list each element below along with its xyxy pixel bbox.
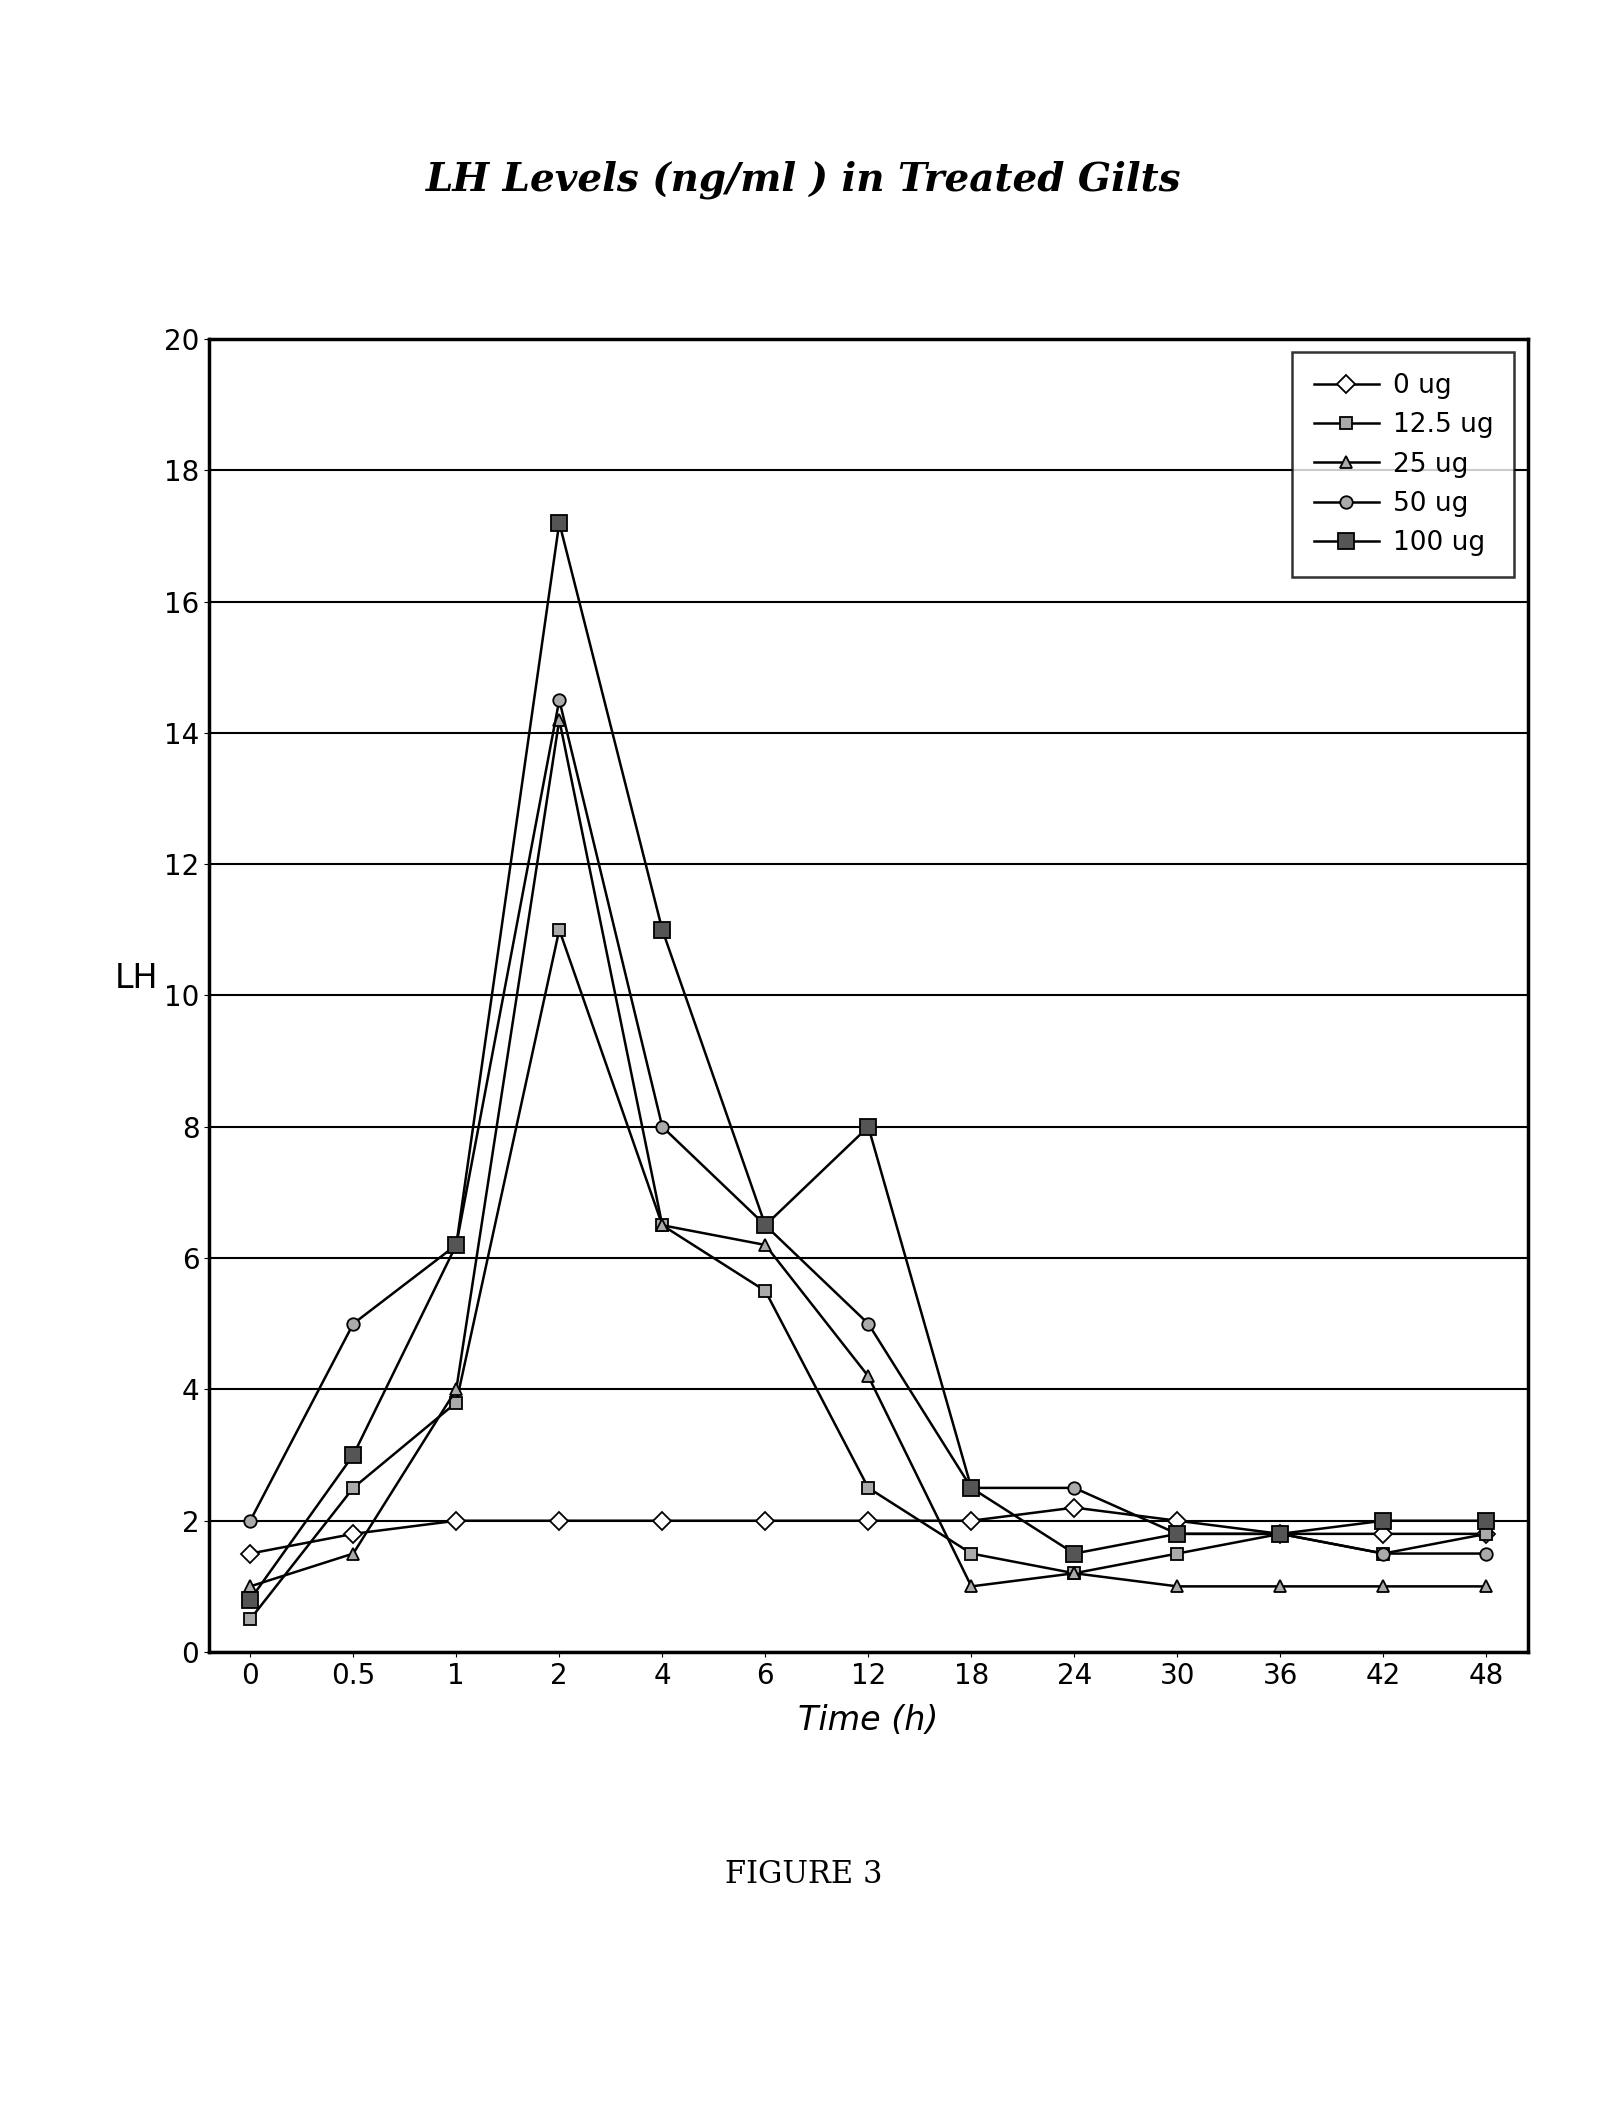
25 ug (1372, 1574, 1392, 1599)
12.5 ug (1167, 1542, 1186, 1567)
Text: FIGURE 3: FIGURE 3 (725, 1860, 882, 1889)
100 ug (652, 917, 672, 943)
50 ug (1167, 1521, 1186, 1546)
50 ug (1270, 1521, 1289, 1546)
12.5 ug (344, 1474, 363, 1500)
100 ug (241, 1586, 260, 1612)
12.5 ug (652, 1211, 672, 1237)
25 ug (1270, 1574, 1289, 1599)
Line: 0 ug: 0 ug (244, 1502, 1491, 1559)
0 ug (344, 1521, 363, 1546)
Line: 50 ug: 50 ug (244, 695, 1491, 1559)
50 ug (652, 1114, 672, 1139)
25 ug (1064, 1561, 1083, 1586)
Y-axis label: LH: LH (114, 962, 157, 995)
25 ug (961, 1574, 980, 1599)
100 ug (1064, 1542, 1083, 1567)
100 ug (1167, 1521, 1186, 1546)
50 ug (447, 1233, 466, 1258)
25 ug (241, 1574, 260, 1599)
50 ug (550, 686, 569, 712)
0 ug (1372, 1521, 1392, 1546)
50 ug (961, 1474, 980, 1500)
12.5 ug (961, 1542, 980, 1567)
Legend: 0 ug, 12.5 ug, 25 ug, 50 ug, 100 ug: 0 ug, 12.5 ug, 25 ug, 50 ug, 100 ug (1292, 352, 1514, 576)
25 ug (344, 1542, 363, 1567)
25 ug (1475, 1574, 1495, 1599)
12.5 ug (755, 1277, 775, 1303)
0 ug (961, 1508, 980, 1533)
0 ug (1064, 1495, 1083, 1521)
Line: 25 ug: 25 ug (244, 714, 1491, 1593)
100 ug (447, 1233, 466, 1258)
12.5 ug (1372, 1542, 1392, 1567)
100 ug (858, 1114, 877, 1139)
50 ug (858, 1311, 877, 1336)
50 ug (755, 1211, 775, 1237)
25 ug (1167, 1574, 1186, 1599)
Line: 100 ug: 100 ug (243, 515, 1493, 1608)
0 ug (1270, 1521, 1289, 1546)
12.5 ug (447, 1389, 466, 1415)
100 ug (344, 1442, 363, 1468)
50 ug (344, 1311, 363, 1336)
50 ug (1372, 1542, 1392, 1567)
0 ug (447, 1508, 466, 1533)
12.5 ug (1270, 1521, 1289, 1546)
0 ug (1475, 1521, 1495, 1546)
100 ug (1270, 1521, 1289, 1546)
100 ug (550, 510, 569, 536)
0 ug (652, 1508, 672, 1533)
0 ug (241, 1542, 260, 1567)
0 ug (755, 1508, 775, 1533)
12.5 ug (1475, 1521, 1495, 1546)
0 ug (1167, 1508, 1186, 1533)
50 ug (1064, 1474, 1083, 1500)
12.5 ug (1064, 1561, 1083, 1586)
25 ug (447, 1377, 466, 1402)
0 ug (858, 1508, 877, 1533)
X-axis label: Time (h): Time (h) (797, 1703, 938, 1737)
Text: LH Levels (ng/ml ) in Treated Gilts: LH Levels (ng/ml ) in Treated Gilts (426, 161, 1181, 199)
50 ug (1475, 1542, 1495, 1567)
100 ug (1475, 1508, 1495, 1533)
12.5 ug (241, 1605, 260, 1631)
100 ug (961, 1474, 980, 1500)
50 ug (241, 1508, 260, 1533)
25 ug (755, 1233, 775, 1258)
25 ug (550, 707, 569, 733)
Line: 12.5 ug: 12.5 ug (244, 923, 1491, 1625)
12.5 ug (550, 917, 569, 943)
25 ug (652, 1211, 672, 1237)
25 ug (858, 1364, 877, 1389)
0 ug (550, 1508, 569, 1533)
100 ug (1372, 1508, 1392, 1533)
12.5 ug (858, 1474, 877, 1500)
100 ug (755, 1211, 775, 1237)
